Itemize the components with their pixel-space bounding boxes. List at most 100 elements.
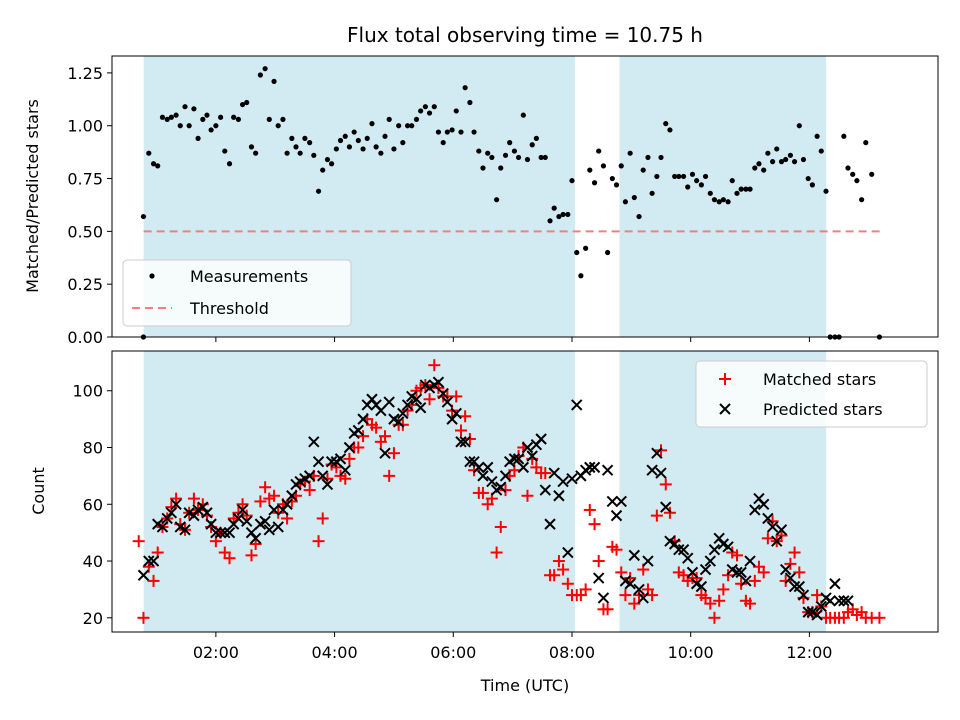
predicted-point <box>597 592 610 604</box>
predicted-point <box>161 512 173 525</box>
measurement-point <box>226 161 233 167</box>
matched-point <box>561 577 574 590</box>
predicted-point <box>170 498 182 510</box>
x-tick-label: 02:00 <box>193 643 239 662</box>
measurement-point <box>159 114 166 120</box>
top-y-axis-label: Matched/Predicted stars <box>23 99 42 293</box>
matched-point <box>735 577 748 590</box>
predicted-point <box>459 436 471 448</box>
measurement-point <box>583 245 589 251</box>
predicted-point <box>824 595 836 607</box>
predicted-point <box>708 543 721 556</box>
measurement-point <box>480 165 486 171</box>
measurement-point <box>289 135 295 141</box>
legend-marker-matched <box>719 373 731 385</box>
measurement-point <box>663 121 669 127</box>
measurement-point <box>787 152 794 158</box>
matched-point <box>521 489 534 502</box>
measurement-point <box>431 104 437 110</box>
measurement-point <box>329 161 335 167</box>
predicted-point <box>771 535 783 547</box>
measurement-point <box>262 66 268 72</box>
matched-point <box>312 535 325 548</box>
predicted-point <box>383 396 395 408</box>
measurement-point <box>218 114 224 120</box>
measurement-point <box>396 123 402 129</box>
matched-point <box>476 486 489 499</box>
predicted-point <box>219 526 231 539</box>
matched-point <box>223 552 236 565</box>
legend-label-measurements: Measurements <box>190 267 308 286</box>
measurement-point <box>667 127 673 133</box>
predicted-point <box>655 467 667 479</box>
measurement-point <box>494 197 500 203</box>
predicted-point <box>303 470 316 482</box>
measurement-point <box>734 190 740 196</box>
measurement-point <box>222 148 228 154</box>
measurement-point <box>515 154 522 161</box>
predicted-point <box>137 569 150 581</box>
matched-point <box>873 611 886 624</box>
matched-point <box>339 472 352 485</box>
predicted-point <box>651 447 663 459</box>
measurement-point <box>658 154 664 161</box>
matched-point <box>321 472 334 485</box>
predicted-point <box>499 470 512 482</box>
measurement-point <box>720 197 726 203</box>
matched-point <box>268 489 281 502</box>
matched-point <box>646 589 659 602</box>
matched-point <box>761 532 774 545</box>
measurement-point <box>346 144 353 150</box>
predicted-point <box>312 455 325 468</box>
predicted-point <box>401 399 414 411</box>
matched-point <box>748 574 761 587</box>
top-plot-frame <box>111 55 939 338</box>
predicted-point <box>464 455 476 468</box>
top-x-ticks <box>215 337 810 342</box>
predicted-point <box>677 543 690 556</box>
measurement-point <box>707 190 713 196</box>
predicted-point <box>249 532 262 545</box>
measurement-point <box>716 199 722 205</box>
matched-point <box>601 603 614 616</box>
measurement-point <box>271 78 277 84</box>
x-axis-label: Time (UTC) <box>480 676 569 695</box>
matched-point <box>387 447 400 460</box>
matched-point <box>779 574 792 587</box>
measurement-point <box>266 116 272 122</box>
matched-point <box>490 546 503 559</box>
measurement-point <box>738 186 744 192</box>
measurement-point <box>307 140 313 146</box>
measurement-point <box>284 150 290 156</box>
measurement-point <box>364 135 370 141</box>
measurement-point <box>458 129 464 135</box>
predicted-point <box>495 481 507 493</box>
x-tick-label: 08:00 <box>549 643 595 662</box>
predicted-point <box>686 566 699 579</box>
matched-point <box>628 597 641 610</box>
predicted-point <box>842 595 854 607</box>
predicted-point <box>749 504 761 516</box>
measurement-point <box>369 121 375 127</box>
matched-point <box>757 566 770 579</box>
predicted-point <box>343 441 356 454</box>
matched-point <box>793 566 806 579</box>
measurement-point <box>756 161 762 167</box>
observing-window <box>619 56 827 337</box>
matched-point <box>663 506 676 519</box>
measurement-point <box>850 171 856 177</box>
predicted-point <box>553 490 565 502</box>
matched-point <box>730 549 743 562</box>
measurement-point <box>235 116 242 122</box>
measurement-point <box>672 173 678 180</box>
matched-point <box>557 563 570 576</box>
measurement-point <box>574 249 580 256</box>
predicted-point <box>548 467 560 479</box>
measurement-point <box>547 218 553 224</box>
x-tick-label: 06:00 <box>430 643 476 662</box>
measurement-point <box>173 112 179 118</box>
bottom-legend-box <box>695 360 928 428</box>
predicted-point <box>197 501 209 513</box>
predicted-point <box>642 555 654 567</box>
predicted-point <box>223 526 236 539</box>
